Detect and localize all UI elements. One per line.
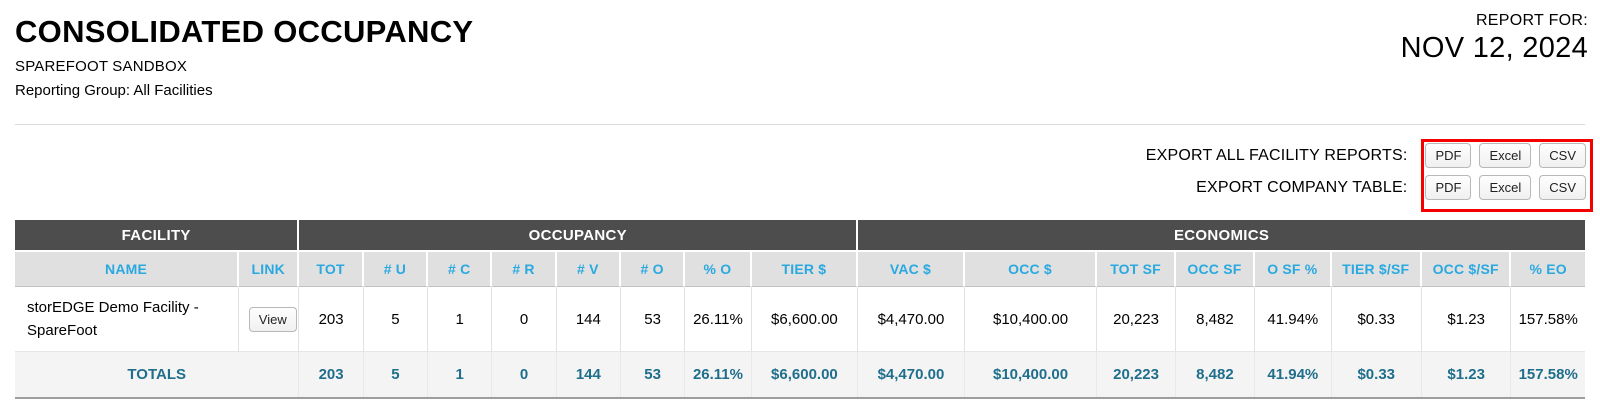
totals-cell-tot: 203 (299, 352, 364, 397)
totals-cell-o: 53 (620, 352, 686, 397)
cell-vac: $4,470.00 (858, 287, 965, 352)
cell-v: 144 (556, 287, 621, 352)
totals-cell-eo: 157.58% (1511, 352, 1585, 397)
column-header-link: LINK (239, 250, 300, 287)
export-all-facility-reports-csv-button[interactable]: CSV (1539, 143, 1586, 168)
column-header-occ: OCC $ (964, 250, 1098, 287)
column-header-row: NAME LINK TOT # U # C # R # V # O% O TIER $ VAC $… (15, 250, 1585, 287)
column-header-tot: TOT (299, 250, 364, 287)
occupancy-table: FACILITY OCCUPANCY ECONOMICS NAME LINK TOT # … (15, 220, 1585, 399)
facility-link-cell: View (239, 287, 300, 352)
view-facility-button[interactable]: View (248, 306, 297, 332)
column-header-vac: VAC $ (858, 250, 965, 287)
cell-c: 1 (428, 287, 493, 352)
export-block: EXPORT ALL FACILITY REPORTS: PDF Excel CSV E… (1146, 143, 1586, 207)
cell-tot-sf: 20,223 (1097, 287, 1176, 352)
totals-row: TOTALS 203 5 1 0 144 53 26.11% $6,600.00 $4,470.0… (15, 352, 1585, 397)
cell-occ-sf: 8,482 (1175, 287, 1256, 352)
totals-cell-occ-sf: 8,482 (1175, 352, 1256, 397)
totals-cell-tier: $6,600.00 (751, 352, 859, 397)
totals-cell-c: 1 (428, 352, 493, 397)
column-header-tot-sf: TOT SF (1097, 250, 1176, 287)
totals-label: TOTALS (15, 352, 300, 397)
totals-cell-o-sf: 41.94% (1255, 352, 1332, 397)
column-header-u: # U (363, 250, 429, 287)
totals-cell-vac: $4,470.00 (858, 352, 965, 397)
column-header-c: # C (428, 250, 493, 287)
export-label-all-facility-reports: EXPORT ALL FACILITY REPORTS: (1145, 146, 1408, 164)
cell-tier: $6,600.00 (751, 287, 859, 352)
cell-o: 26.11% (685, 287, 752, 352)
export-all-facility-reports-pdf-button[interactable]: PDF (1425, 143, 1472, 168)
totals-cell-o: 26.11% (685, 352, 752, 397)
totals-cell-occ-sf: $1.23 (1421, 352, 1512, 397)
cell-r: 0 (492, 287, 557, 352)
totals-cell-occ: $10,400.00 (964, 352, 1098, 397)
column-header-v: # V (556, 250, 621, 287)
cell-tier-sf: $0.33 (1331, 287, 1422, 352)
column-header-occ-sf: OCC $/SF (1421, 250, 1512, 287)
export-all-facility-reports-excel-button[interactable]: Excel (1479, 143, 1532, 168)
totals-cell-tier-sf: $0.33 (1331, 352, 1422, 397)
totals-cell-u: 5 (363, 352, 429, 397)
export-row: EXPORT COMPANY TABLE: PDF Excel CSV (1146, 175, 1586, 200)
export-label-company-table: EXPORT COMPANY TABLE: (1196, 178, 1408, 196)
cell-eo: 157.58% (1511, 287, 1585, 352)
column-header-occ-sf: OCC SF (1175, 250, 1256, 287)
column-header-o-sf: O SF % (1255, 250, 1332, 287)
header-divider (15, 124, 1585, 125)
totals-cell-r: 0 (492, 352, 557, 397)
reporting-group: Reporting Group: All Facilities (15, 81, 213, 99)
cell-tot: 203 (299, 287, 364, 352)
cell-u: 5 (363, 287, 429, 352)
table-row: storEDGE Demo Facility - SpareFoot View 20… (15, 287, 1585, 352)
column-header-eo: % EO (1511, 250, 1585, 287)
totals-cell-tot-sf: 20,223 (1097, 352, 1176, 397)
page-title: CONSOLIDATED OCCUPANCY (15, 14, 474, 49)
export-row: EXPORT ALL FACILITY REPORTS: PDF Excel CSV (1146, 143, 1586, 168)
column-header-r: # R (492, 250, 557, 287)
group-header-row: FACILITY OCCUPANCY ECONOMICS (15, 220, 1585, 250)
export-company-table-pdf-button[interactable]: PDF (1425, 175, 1472, 200)
group-header-economics: ECONOMICS (858, 220, 1585, 250)
totals-cell-v: 144 (556, 352, 621, 397)
report-for-label: REPORT FOR: (1475, 12, 1588, 29)
export-company-table-excel-button[interactable]: Excel (1479, 175, 1532, 200)
column-header-o: # O (620, 250, 686, 287)
cell-occ: $10,400.00 (964, 287, 1098, 352)
column-header-tier: TIER $ (751, 250, 859, 287)
report-date: NOV 12, 2024 (1400, 32, 1588, 64)
report-header: CONSOLIDATED OCCUPANCY SPAREFOOT SANDBOX… (15, 14, 473, 99)
report-for-block: REPORT FOR: NOV 12, 2024 (1401, 12, 1588, 65)
column-header-name: NAME (15, 250, 240, 287)
column-header-tier-sf: TIER $/SF (1331, 250, 1422, 287)
group-header-facility: FACILITY (15, 220, 300, 250)
cell-occ-sf: $1.23 (1421, 287, 1512, 352)
facility-name-cell: storEDGE Demo Facility - SpareFoot (15, 287, 240, 352)
column-header-o: % O (685, 250, 752, 287)
export-company-table-csv-button[interactable]: CSV (1539, 175, 1586, 200)
company-name: SPAREFOOT SANDBOX (15, 57, 188, 75)
cell-o: 53 (620, 287, 686, 352)
cell-o-sf: 41.94% (1255, 287, 1332, 352)
group-header-occupancy: OCCUPANCY (299, 220, 859, 250)
